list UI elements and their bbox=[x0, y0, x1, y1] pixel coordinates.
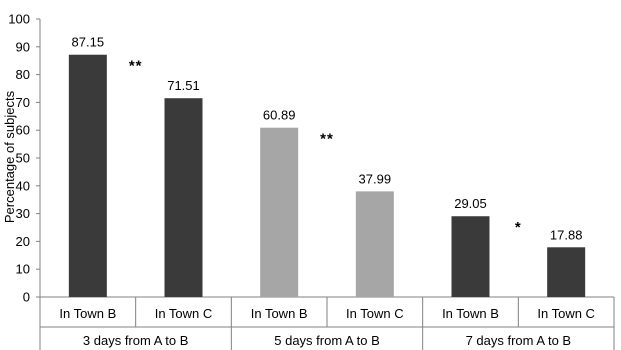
y-tick-label: 20 bbox=[16, 234, 30, 249]
y-tick-label: 70 bbox=[16, 95, 30, 110]
axis-layer bbox=[36, 18, 615, 350]
group-label: 5 days from A to B bbox=[274, 333, 380, 348]
y-tick-label: 90 bbox=[16, 39, 30, 54]
data-label: 87.15 bbox=[72, 35, 105, 50]
y-tick-label: 80 bbox=[16, 67, 30, 82]
data-label: 60.89 bbox=[263, 108, 296, 123]
y-axis-title: Percentage of subjects bbox=[2, 90, 17, 223]
y-tick-label: 100 bbox=[8, 12, 30, 27]
y-tick-label: 50 bbox=[16, 151, 30, 166]
group-label: 3 days from A to B bbox=[83, 333, 189, 348]
y-tick-label: 60 bbox=[16, 123, 30, 138]
y-tick-label: 10 bbox=[16, 262, 30, 277]
y-tick-label: 40 bbox=[16, 178, 30, 193]
bar bbox=[451, 216, 490, 297]
bar bbox=[355, 191, 394, 297]
bar bbox=[547, 247, 586, 297]
category-label: In Town C bbox=[537, 306, 595, 321]
y-tick-label: 30 bbox=[16, 206, 30, 221]
bar bbox=[260, 127, 299, 297]
significance-marker: ** bbox=[129, 58, 143, 75]
category-label: In Town B bbox=[442, 306, 499, 321]
y-tick-label: 0 bbox=[23, 290, 30, 305]
bar bbox=[164, 98, 203, 297]
data-label: 29.05 bbox=[454, 196, 487, 211]
category-label: In Town B bbox=[251, 306, 308, 321]
data-label: 71.51 bbox=[167, 78, 200, 93]
data-label: 37.99 bbox=[359, 171, 392, 186]
label-layer: 0 10 20 30 40 50 60 70 80 90 100 87.15 In Town B 71.5… bbox=[8, 12, 595, 349]
group-label: 7 days from A to B bbox=[466, 333, 572, 348]
category-label: In Town B bbox=[59, 306, 116, 321]
significance-marker: ** bbox=[320, 131, 334, 148]
category-label: In Town C bbox=[155, 306, 213, 321]
data-label: 17.88 bbox=[550, 227, 583, 242]
bar bbox=[68, 54, 107, 298]
category-label: In Town C bbox=[346, 306, 404, 321]
significance-marker: * bbox=[515, 219, 522, 236]
bar-layer bbox=[68, 54, 586, 298]
